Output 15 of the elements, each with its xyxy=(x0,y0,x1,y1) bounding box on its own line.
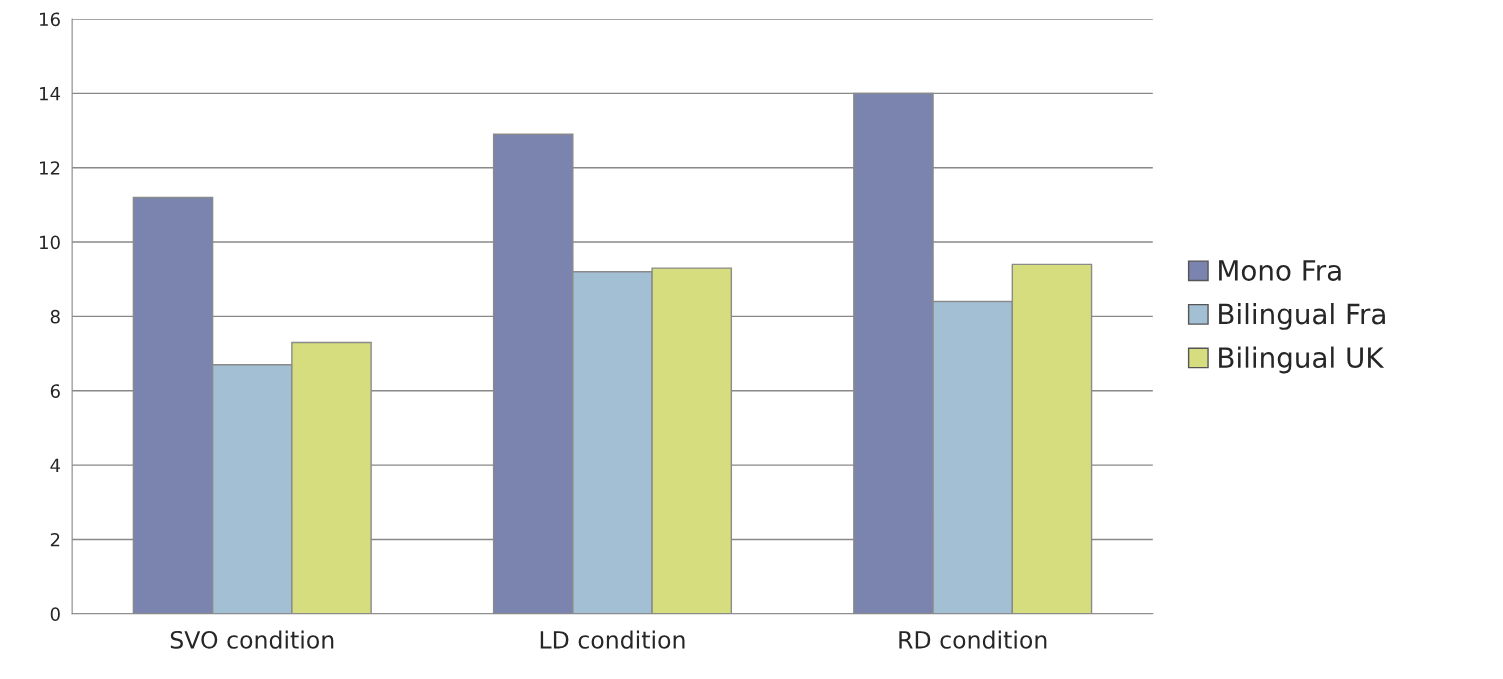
y-tick-label: 14 xyxy=(40,87,61,101)
legend-label: Bilingual Fra xyxy=(1219,302,1385,330)
y-tick-label: 4 xyxy=(50,458,61,472)
y-tick-label: 16 xyxy=(40,12,60,27)
y-tick-label: 8 xyxy=(50,309,60,324)
x-tick-label: SVO condition xyxy=(170,630,334,649)
y-tick-label: 10 xyxy=(40,235,60,250)
legend-label: Mono Fra xyxy=(1219,260,1341,281)
y-tick-label: 0 xyxy=(50,607,60,621)
x-tick-label: LD condition xyxy=(540,630,685,649)
y-tick-label: 6 xyxy=(50,384,60,398)
legend-label: Bilingual UK xyxy=(1219,346,1385,374)
y-tick-label: 2 xyxy=(50,532,60,547)
x-tick-label: RD condition xyxy=(899,630,1047,649)
y-tick-label: 12 xyxy=(40,161,60,175)
